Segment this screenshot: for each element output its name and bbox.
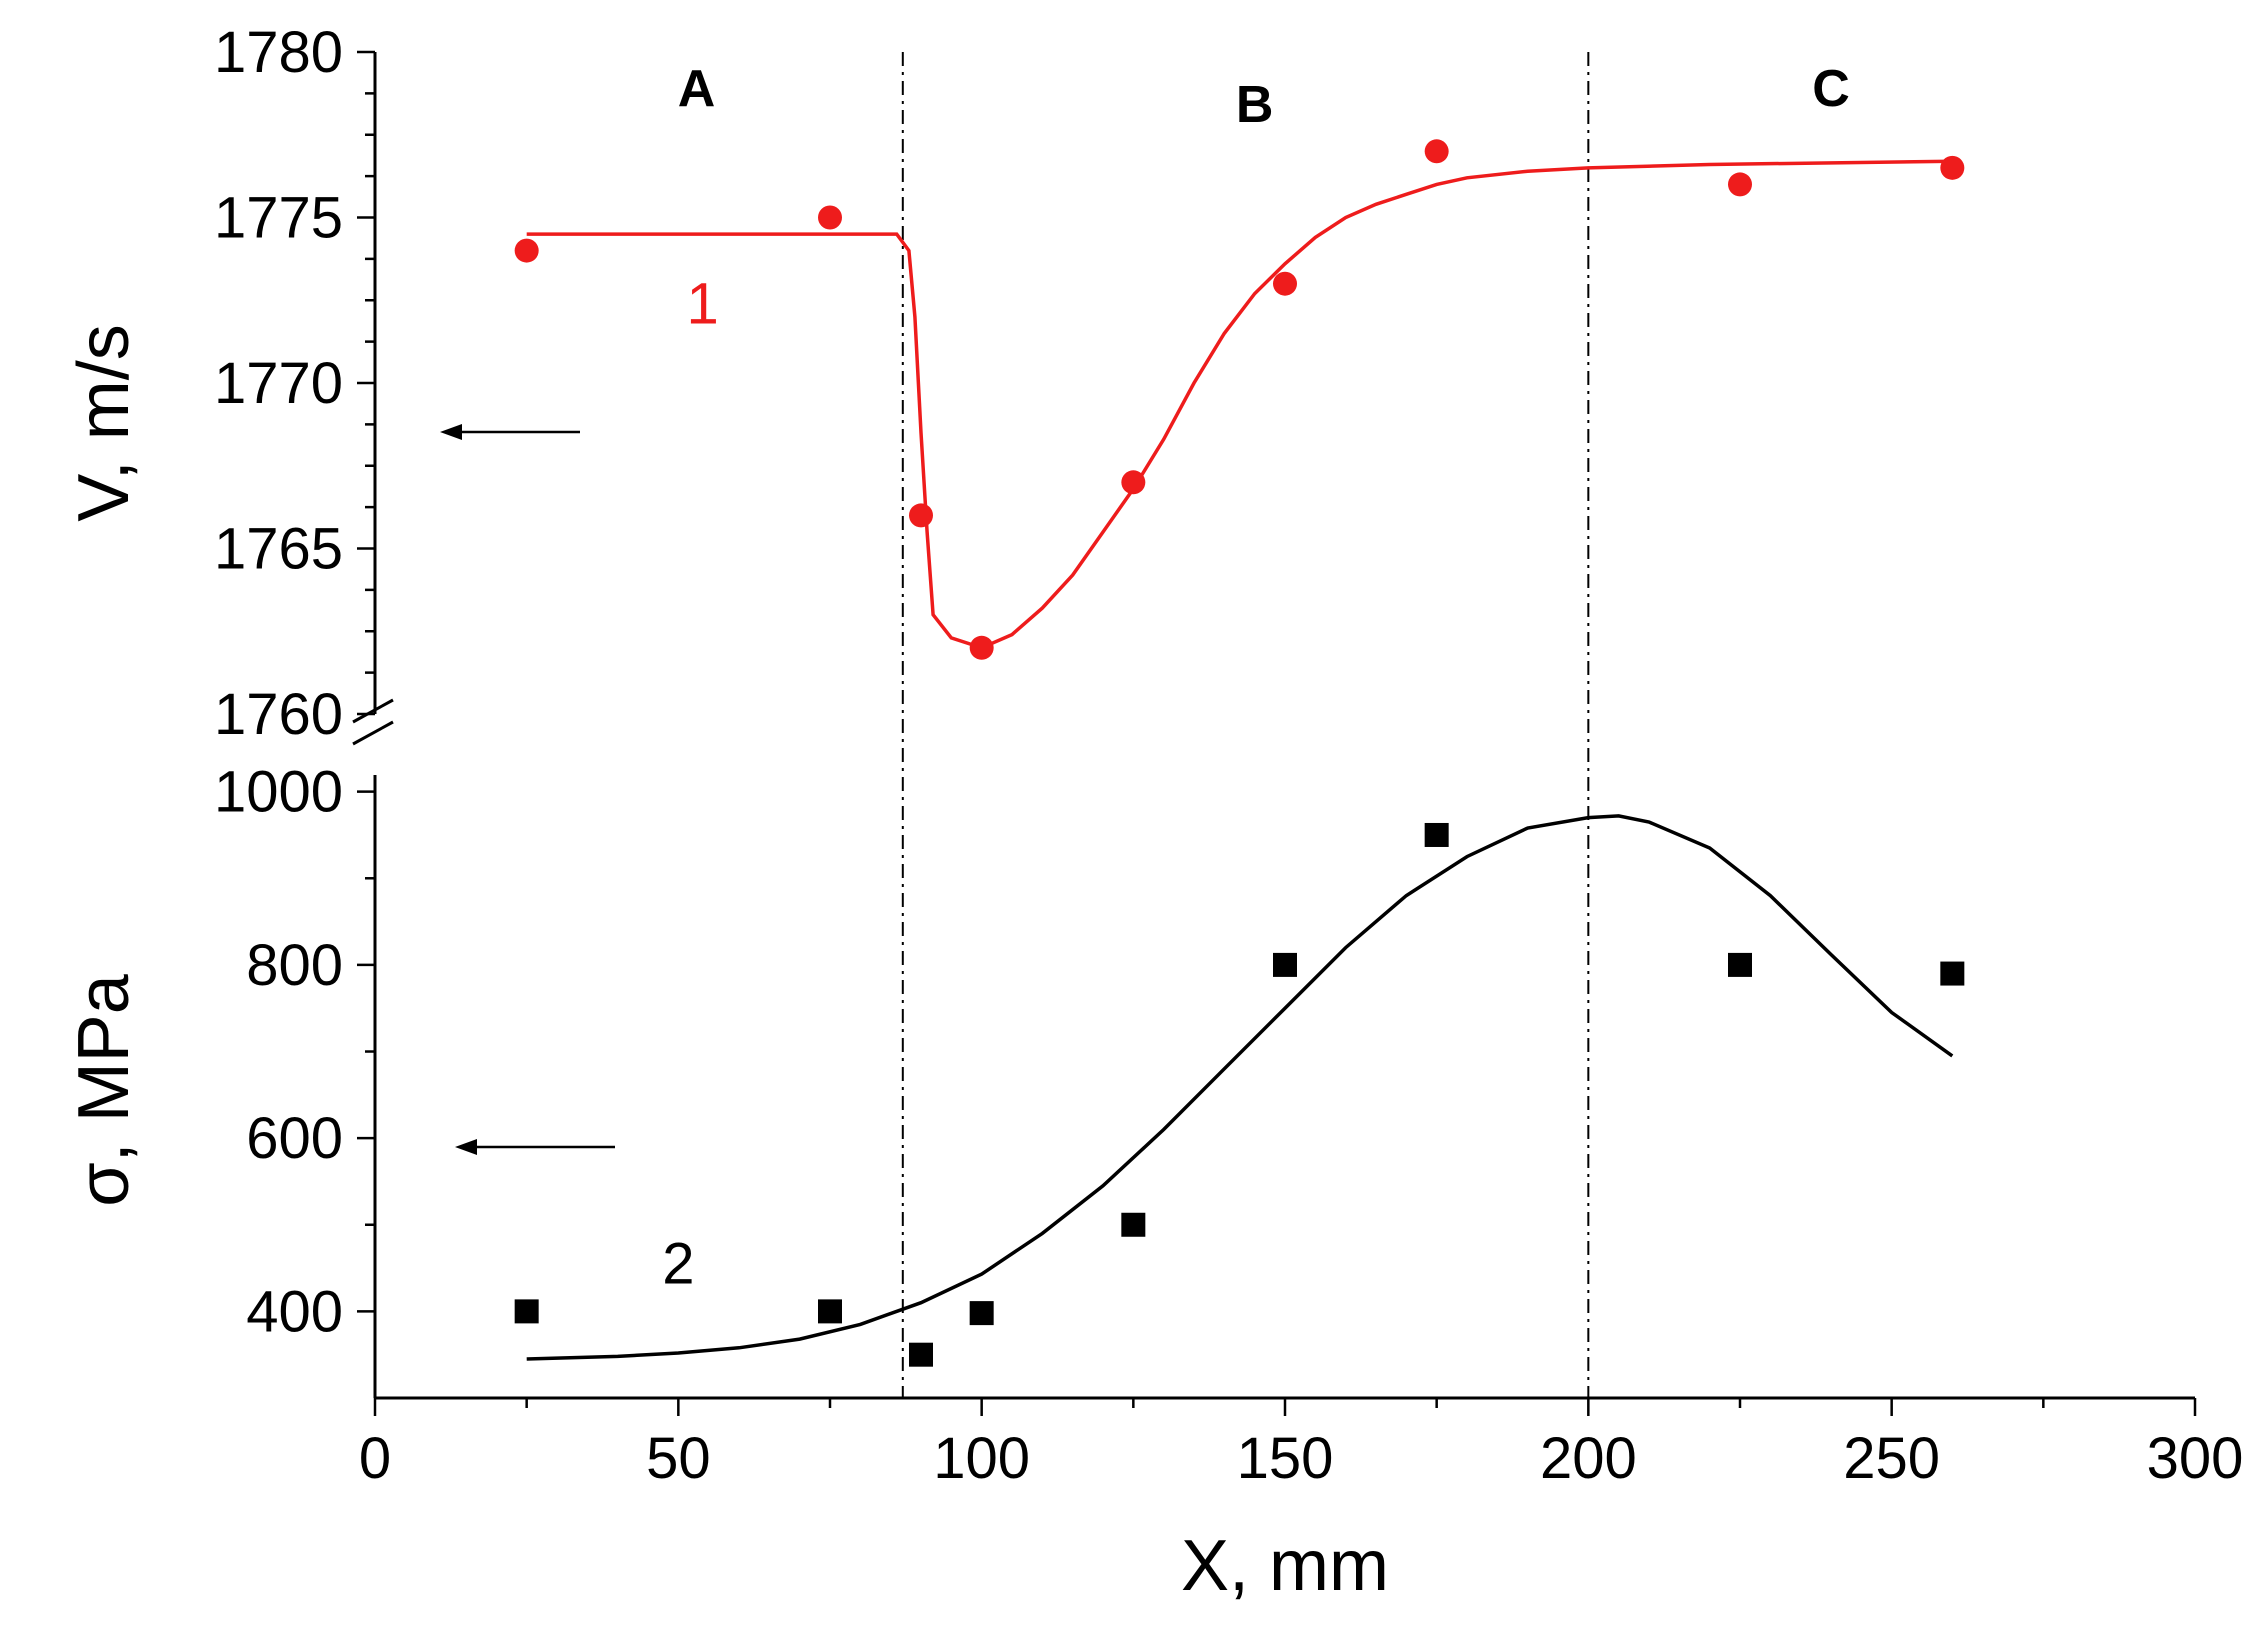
- lower-axis-arrow-head: [455, 1139, 477, 1155]
- lower-panel-series-2: [514, 814, 1965, 1367]
- lower-y-tick-label-600: 600: [246, 1106, 343, 1171]
- series-1-point: [514, 238, 539, 263]
- series-1-fit-line: [526, 159, 1953, 650]
- x-tick-label-100: 100: [933, 1426, 1030, 1491]
- series-2-point: [818, 1299, 842, 1324]
- series-2-point: [1728, 952, 1752, 977]
- axis-break-mark-2: [352, 720, 394, 746]
- series-1-point: [1728, 172, 1752, 197]
- region-label-A: A: [678, 60, 716, 118]
- series-2-fit-line: [526, 814, 1954, 1361]
- series-2-point: [1424, 822, 1449, 847]
- upper-y-tick-label-1780: 1780: [214, 20, 343, 85]
- series-1-point: [1940, 155, 1965, 180]
- upper-panel-series-1: [514, 139, 1965, 660]
- region-label-C: C: [1812, 60, 1850, 118]
- region-label-B: B: [1236, 76, 1274, 134]
- region-boundaries: [901, 52, 1590, 1398]
- lower-y-tick-label-800: 800: [246, 933, 343, 998]
- lower-y-axis-title: σ, MPa: [64, 973, 144, 1206]
- axis-break-mark-1: [352, 698, 394, 724]
- upper-y-axis-title: V, m/s: [64, 324, 144, 521]
- series-2-label: 2: [662, 1232, 694, 1297]
- x-tick-label-0: 0: [359, 1426, 391, 1491]
- series-1-point: [1273, 271, 1297, 296]
- x-tick-label-150: 150: [1237, 1426, 1334, 1491]
- x-tick-label-50: 50: [646, 1426, 711, 1491]
- x-axis-title: X, mm: [1181, 1526, 1389, 1606]
- series-1-point: [1424, 139, 1449, 164]
- upper-y-tick-label-1765: 1765: [214, 517, 343, 582]
- series-1-point: [1121, 470, 1146, 495]
- series-1-point: [909, 503, 933, 528]
- axes: 0 50 100 150 200 250 300 1760 1765 1770 1775 1780 40…: [214, 20, 2243, 1491]
- series-2-point: [514, 1299, 539, 1324]
- upper-axis-arrow-head: [440, 424, 462, 440]
- lower-y-tick-label-1000: 1000: [214, 760, 343, 825]
- series-2-point: [969, 1301, 994, 1326]
- x-tick-label-250: 250: [1843, 1426, 1940, 1491]
- x-tick-label-200: 200: [1540, 1426, 1637, 1491]
- series-2-point: [1940, 961, 1965, 986]
- x-tick-label-300: 300: [2147, 1426, 2244, 1491]
- upper-y-tick-label-1770: 1770: [214, 351, 343, 416]
- series-2-point: [909, 1342, 933, 1367]
- upper-y-tick-label-1760: 1760: [214, 682, 343, 747]
- series-1-point: [818, 205, 842, 230]
- upper-y-tick-label-1775: 1775: [214, 186, 343, 251]
- series-1-point: [969, 635, 994, 660]
- lower-y-tick-label-400: 400: [246, 1279, 343, 1344]
- chart-labels: X, mm V, m/s σ, MPa A B C 1 2: [64, 60, 1850, 1606]
- series-2-point: [1121, 1212, 1146, 1237]
- series-2-point: [1273, 952, 1297, 977]
- series-1-label: 1: [686, 271, 718, 336]
